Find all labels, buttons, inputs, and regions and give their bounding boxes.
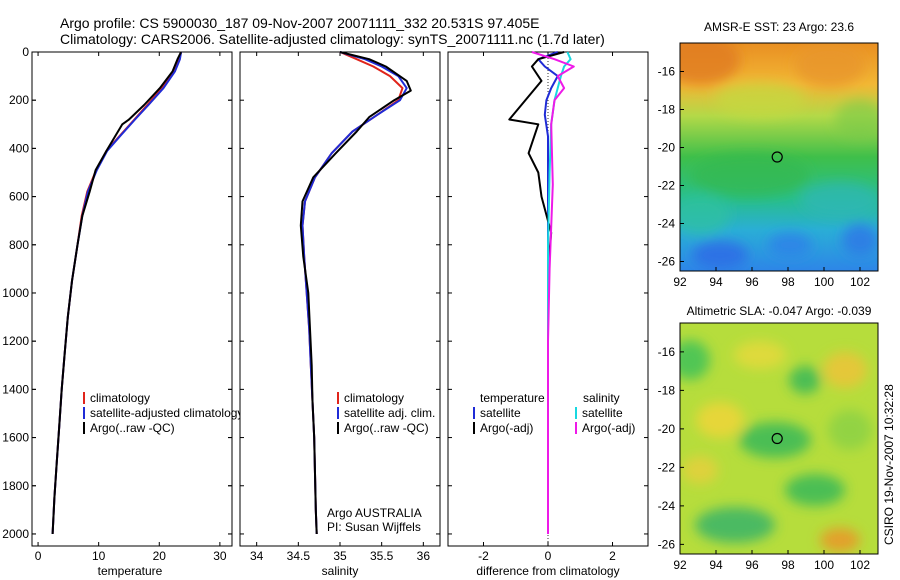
sla-texture [680, 340, 872, 552]
x-tick-label: 34 [250, 549, 264, 563]
salinity-axes-box [239, 51, 441, 547]
sst-heatmap [680, 43, 878, 271]
sla-axes-box [679, 322, 879, 555]
map-y-tick-label: -26 [658, 255, 676, 269]
x-tick-label: 36 [417, 549, 431, 563]
temperature-xlabel: temperature [98, 564, 163, 578]
legend-sal-argo: Argo(..raw -QC) [344, 421, 429, 435]
map-x-tick-label: 102 [850, 558, 870, 572]
map-y-tick-label: -20 [658, 141, 676, 155]
map-y-tick-label: -20 [658, 422, 676, 436]
y-tick-label: 1800 [2, 479, 29, 493]
y-tick-label: 1600 [2, 431, 29, 445]
sst-axes-box [679, 42, 879, 272]
argo-location-marker [771, 432, 783, 445]
y-tick-label: 0 [22, 45, 29, 59]
legend-satellite-adjusted: satellite-adjusted climatology [90, 406, 243, 420]
map-x-tick-label: 92 [673, 275, 687, 289]
difference-panel: -2 0 2 difference from climatology tempera… [447, 51, 649, 578]
map-y-tick-label: -16 [658, 345, 676, 359]
salinity-legend: climatology satellite adj. clim. Argo(..… [337, 391, 435, 435]
map-x-tick-label: 100 [814, 558, 834, 572]
plot-title-line-2: Climatology: CARS2006. Satellite-adjuste… [60, 31, 605, 47]
legend-sal-argo-adj: Argo(-adj) [582, 421, 635, 435]
sla-map-panel: Altimetric SLA: -0.047 Argo: -0.039 92 94… [658, 304, 879, 572]
y-tick-label: 800 [9, 238, 29, 252]
map-x-tick-label: 92 [673, 558, 687, 572]
map-x-tick-label: 96 [745, 558, 759, 572]
map-x-tick-label: 98 [781, 275, 795, 289]
difference-xlabel: difference from climatology [476, 564, 619, 578]
legend-sal-climatology: climatology [344, 391, 404, 405]
map-y-tick-label: -18 [658, 383, 676, 397]
y-tick-label: 1400 [2, 382, 29, 396]
y-tick-label: 1200 [2, 334, 29, 348]
salinity-xlabel: salinity [322, 564, 359, 578]
x-tick-label: 20 [153, 549, 167, 563]
annotation-pi: PI: Susan Wijffels [327, 520, 421, 534]
argo-location-marker [771, 151, 783, 163]
sst-map-panel: AMSR-E SST: 23 Argo: 23.6 92 94 96 98 100 102… [658, 20, 879, 289]
x-tick-label: 2 [609, 549, 616, 563]
y-tick-label: 600 [9, 190, 29, 204]
legend-sal-satellite: satellite adj. clim. [344, 406, 435, 420]
sst-map-title: AMSR-E SST: 23 Argo: 23.6 [704, 20, 854, 34]
y-tick-label: 1000 [2, 286, 29, 300]
x-tick-label: 35.5 [370, 549, 394, 563]
x-tick-label: 34.5 [287, 549, 311, 563]
y-tick-label: 200 [9, 93, 29, 107]
map-y-tick-label: -16 [658, 65, 676, 79]
y-tick-label: 400 [9, 141, 29, 155]
map-y-tick-label: -18 [658, 103, 676, 117]
map-y-tick-label: -22 [658, 460, 676, 474]
salinity-panel: 34 34.5 35 35.5 36 salinity climatology sate… [239, 51, 441, 578]
sla-map-title: Altimetric SLA: -0.047 Argo: -0.039 [687, 304, 872, 318]
map-x-tick-label: 102 [850, 275, 870, 289]
temperature-axes-box [31, 51, 233, 547]
csiro-timestamp-label: CSIRO 19-Nov-2007 10:32:28 [882, 384, 896, 545]
x-tick-label: 0 [35, 549, 42, 563]
y-tick-label: 2000 [2, 527, 29, 541]
temperature-panel: 0 10 20 30 0 200 400 600 800 1000 1200 1400 1600 1800… [2, 45, 243, 578]
map-x-tick-label: 94 [709, 275, 723, 289]
map-y-tick-label: -24 [658, 499, 676, 513]
legend-sal-sat: satellite [582, 406, 623, 420]
x-tick-label: 10 [92, 549, 106, 563]
annotation-argo-australia: Argo AUSTRALIA [327, 506, 422, 520]
difference-legend: temperature satellite Argo(-adj) salinit… [473, 391, 635, 435]
x-tick-label: 30 [213, 549, 227, 563]
x-tick-label: -2 [478, 549, 489, 563]
legend-salinity-heading: salinity [583, 391, 620, 405]
legend-temp-argo: Argo(-adj) [480, 421, 533, 435]
series-line-argo-adj-salinity- [531, 51, 575, 534]
temperature-legend: climatology satellite-adjusted climatolo… [83, 391, 243, 435]
map-x-tick-label: 96 [745, 275, 759, 289]
plot-title-line-1: Argo profile: CS 5900030_187 09-Nov-2007… [60, 15, 540, 31]
legend-climatology: climatology [90, 391, 150, 405]
x-tick-label: 35 [333, 549, 347, 563]
legend-argo: Argo(..raw -QC) [90, 421, 175, 435]
map-x-tick-label: 100 [814, 275, 834, 289]
series-line-argo-raw-qc- [51, 51, 182, 535]
sst-texture [680, 43, 878, 269]
map-y-tick-label: -22 [658, 179, 676, 193]
legend-temp-satellite: satellite [480, 406, 521, 420]
map-x-tick-label: 94 [709, 558, 723, 572]
sla-heatmap [680, 323, 878, 554]
legend-temperature-heading: temperature [480, 391, 545, 405]
series-line-argo-raw-qc- [299, 51, 412, 535]
map-x-tick-label: 98 [781, 558, 795, 572]
map-y-tick-label: -26 [658, 537, 676, 551]
x-tick-label: 0 [545, 549, 552, 563]
map-y-tick-label: -24 [658, 217, 676, 231]
